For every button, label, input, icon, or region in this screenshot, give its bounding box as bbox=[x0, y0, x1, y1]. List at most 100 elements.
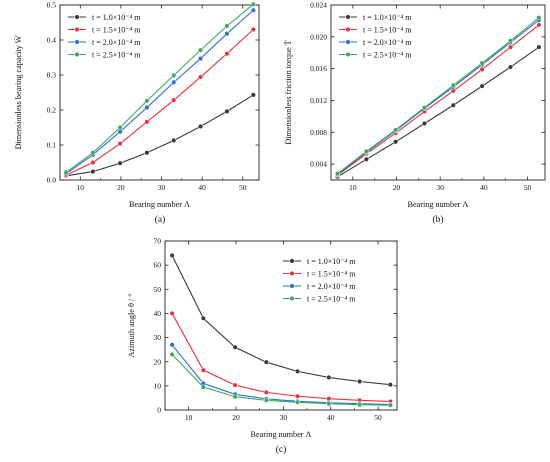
y-tick-label: 0.004 bbox=[310, 160, 327, 169]
data-point bbox=[169, 342, 175, 348]
data-point bbox=[63, 169, 69, 175]
chart-a: 10 20 30 40 50 0.0 0.1 0.2 0.3 0.4 0.5 Bearing numb… bbox=[14, 1, 260, 225]
data-point bbox=[421, 120, 428, 127]
data-point bbox=[144, 119, 150, 125]
data-point bbox=[197, 74, 204, 80]
data-point bbox=[117, 160, 123, 166]
data-point bbox=[197, 56, 204, 62]
data-point bbox=[169, 351, 175, 358]
data-point bbox=[536, 22, 542, 28]
legend-label: t = 2.0×10⁻⁴ m bbox=[307, 282, 356, 291]
x-tick-label: 20 bbox=[232, 413, 240, 422]
data-point bbox=[326, 374, 332, 380]
legend-label: t = 2.5×10⁻⁴ m bbox=[92, 51, 141, 60]
legend-swatch-marker bbox=[345, 26, 351, 33]
data-point bbox=[326, 401, 332, 407]
y-tick-label: 40 bbox=[154, 309, 162, 318]
data-point bbox=[224, 108, 230, 114]
data-point bbox=[479, 60, 485, 66]
series-line bbox=[337, 19, 540, 175]
legend-label: t = 1.0×10⁻⁴ m bbox=[363, 13, 412, 22]
y-tick-label: 0.3 bbox=[47, 71, 57, 80]
legend-label: t = 1.0×10⁻⁴ m bbox=[307, 257, 356, 266]
data-point bbox=[144, 98, 150, 104]
y-tick-label: 0.024 bbox=[310, 1, 327, 10]
legend-label: t = 1.0×10⁻⁴ m bbox=[92, 13, 141, 22]
legend-swatch-marker bbox=[74, 26, 80, 33]
data-point bbox=[171, 97, 177, 103]
y-tick-label: 0.016 bbox=[310, 64, 327, 73]
legend-swatch-marker bbox=[289, 258, 295, 264]
plot-frame bbox=[59, 4, 260, 181]
y-tick-label: 70 bbox=[154, 237, 162, 246]
data-point bbox=[250, 26, 256, 33]
y-tick-label: 0 bbox=[157, 406, 161, 415]
legend-label: t = 1.5×10⁻⁴ m bbox=[363, 26, 412, 35]
y-tick-label: 0.020 bbox=[310, 32, 327, 41]
x-axis-label: Bearing number Λ bbox=[251, 430, 312, 439]
data-point bbox=[507, 44, 514, 50]
data-point bbox=[117, 141, 123, 147]
data-point bbox=[335, 171, 341, 177]
data-point bbox=[171, 79, 177, 85]
legend-label: t = 2.5×10⁻⁴ m bbox=[307, 295, 356, 304]
y-tick-label: 0.0 bbox=[47, 176, 57, 185]
x-tick-label: 20 bbox=[393, 183, 401, 192]
y-tick-label: 10 bbox=[154, 381, 162, 390]
data-point bbox=[232, 394, 238, 400]
legend-swatch-marker bbox=[74, 14, 80, 20]
data-point bbox=[479, 83, 485, 89]
data-point bbox=[507, 64, 514, 70]
data-point bbox=[393, 127, 399, 133]
data-point bbox=[263, 359, 269, 365]
data-point bbox=[507, 38, 514, 44]
data-point bbox=[393, 139, 399, 145]
data-point bbox=[197, 123, 204, 129]
series-line bbox=[337, 17, 540, 175]
y-axis-label: Azimuth angle θ / ° bbox=[127, 293, 136, 357]
x-tick-label: 10 bbox=[349, 183, 357, 192]
data-point bbox=[144, 105, 150, 111]
y-tick-label: 0.4 bbox=[47, 36, 57, 45]
y-tick-label: 30 bbox=[154, 333, 162, 342]
data-point bbox=[363, 148, 369, 154]
data-point bbox=[169, 252, 175, 259]
legend-label: t = 2.5×10⁻⁴ m bbox=[363, 51, 412, 60]
data-point bbox=[90, 169, 96, 175]
data-point bbox=[224, 51, 230, 57]
data-point bbox=[357, 402, 363, 408]
data-point bbox=[387, 382, 393, 388]
data-point bbox=[232, 344, 238, 350]
series-line bbox=[171, 255, 391, 386]
legend-label: t = 1.5×10⁻⁴ m bbox=[92, 26, 141, 35]
x-tick-label: 20 bbox=[117, 183, 125, 192]
data-point bbox=[90, 159, 96, 166]
data-point bbox=[295, 368, 301, 374]
x-tick-label: 50 bbox=[524, 183, 532, 192]
data-point bbox=[387, 402, 393, 408]
data-point bbox=[200, 367, 206, 373]
data-point bbox=[224, 31, 230, 37]
y-tick-label: 60 bbox=[154, 261, 162, 270]
x-tick-label: 30 bbox=[280, 413, 288, 422]
y-tick-label: 0.1 bbox=[47, 141, 57, 150]
data-point bbox=[250, 1, 256, 7]
series-line bbox=[337, 24, 540, 176]
data-point bbox=[200, 315, 206, 321]
legend-swatch-marker bbox=[289, 270, 295, 277]
data-point bbox=[171, 137, 177, 143]
legend-label: t = 2.0×10⁻⁴ m bbox=[92, 38, 141, 47]
data-point bbox=[117, 124, 123, 131]
chart-c: 10 20 30 40 50 0 10 20 30 40 50 60 70 Bearing number … bbox=[127, 237, 398, 455]
y-tick-label: 0.012 bbox=[310, 96, 327, 105]
chart-b: 10 20 30 40 50 0.004 0.008 0.012 0.016 0.020 0.024… bbox=[284, 1, 546, 225]
legend-label: t = 1.5×10⁻⁴ m bbox=[307, 270, 356, 279]
legend-swatch-marker bbox=[289, 283, 295, 289]
data-point bbox=[90, 150, 96, 156]
y-tick-label: 20 bbox=[154, 357, 162, 366]
series-line bbox=[337, 46, 540, 178]
data-point bbox=[263, 389, 269, 395]
x-tick-label: 50 bbox=[239, 183, 247, 192]
series-line bbox=[171, 354, 391, 406]
